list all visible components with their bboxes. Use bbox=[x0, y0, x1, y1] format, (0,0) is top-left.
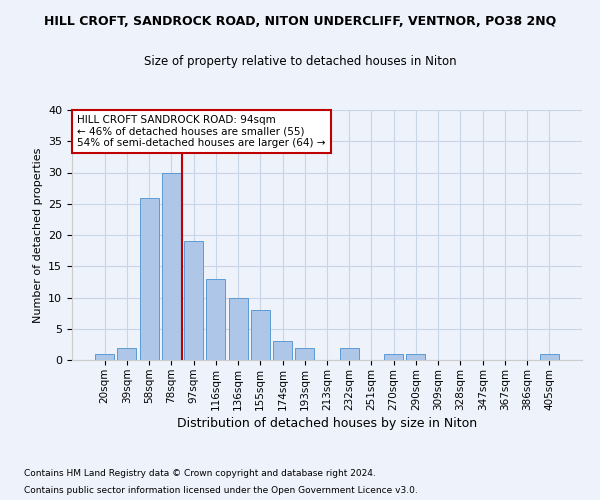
Bar bbox=[273, 341, 292, 360]
Bar bbox=[406, 354, 425, 360]
Bar bbox=[162, 172, 181, 360]
Text: Contains public sector information licensed under the Open Government Licence v3: Contains public sector information licen… bbox=[24, 486, 418, 495]
Bar bbox=[140, 198, 158, 360]
Bar bbox=[384, 354, 403, 360]
Bar bbox=[206, 279, 225, 360]
Text: Size of property relative to detached houses in Niton: Size of property relative to detached ho… bbox=[143, 55, 457, 68]
Y-axis label: Number of detached properties: Number of detached properties bbox=[32, 148, 43, 322]
Bar bbox=[118, 348, 136, 360]
Text: HILL CROFT, SANDROCK ROAD, NITON UNDERCLIFF, VENTNOR, PO38 2NQ: HILL CROFT, SANDROCK ROAD, NITON UNDERCL… bbox=[44, 15, 556, 28]
Text: Contains HM Land Registry data © Crown copyright and database right 2024.: Contains HM Land Registry data © Crown c… bbox=[24, 468, 376, 477]
X-axis label: Distribution of detached houses by size in Niton: Distribution of detached houses by size … bbox=[177, 416, 477, 430]
Bar bbox=[251, 310, 270, 360]
Bar bbox=[184, 242, 203, 360]
Bar bbox=[95, 354, 114, 360]
Bar bbox=[540, 354, 559, 360]
Bar bbox=[295, 348, 314, 360]
Text: HILL CROFT SANDROCK ROAD: 94sqm
← 46% of detached houses are smaller (55)
54% of: HILL CROFT SANDROCK ROAD: 94sqm ← 46% of… bbox=[77, 115, 326, 148]
Bar bbox=[229, 298, 248, 360]
Bar bbox=[340, 348, 359, 360]
